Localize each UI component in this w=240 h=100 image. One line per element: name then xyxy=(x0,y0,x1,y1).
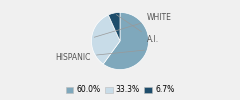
Legend: 60.0%, 33.3%, 6.7%: 60.0%, 33.3%, 6.7% xyxy=(63,82,177,98)
Text: WHITE: WHITE xyxy=(94,13,172,37)
Wedge shape xyxy=(108,12,120,41)
Wedge shape xyxy=(103,12,149,70)
Text: A.I.: A.I. xyxy=(116,15,159,44)
Text: HISPANIC: HISPANIC xyxy=(56,50,144,62)
Wedge shape xyxy=(91,15,120,64)
